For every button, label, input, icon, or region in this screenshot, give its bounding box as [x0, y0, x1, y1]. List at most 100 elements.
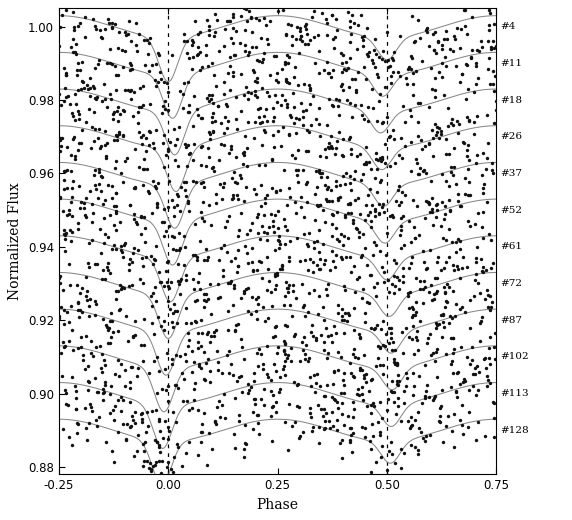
Point [440, 53, 450, 61]
Point [86, 92, 95, 100]
Point [277, 0, 287, 2]
Point [454, 264, 463, 272]
Point [409, 223, 418, 231]
Point [164, 222, 173, 230]
Point [399, 102, 408, 110]
Point [156, 278, 165, 287]
Point [374, 342, 383, 350]
Point [383, 113, 392, 122]
Point [224, 212, 233, 220]
Point [349, 398, 358, 406]
Point [471, 220, 480, 229]
Point [413, 327, 422, 335]
Point [420, 437, 429, 445]
Point [323, 354, 332, 362]
Point [253, 349, 262, 358]
Point [204, 31, 213, 39]
Point [394, 377, 403, 385]
Point [375, 209, 384, 217]
Point [430, 274, 439, 282]
Point [352, 88, 361, 96]
Point [103, 181, 112, 189]
Point [227, 277, 236, 285]
Point [360, 115, 369, 123]
Point [292, 209, 301, 217]
Point [316, 331, 325, 339]
Point [160, 365, 169, 373]
Point [59, 337, 68, 346]
Point [396, 198, 406, 206]
Point [335, 237, 344, 245]
Point [214, 47, 223, 56]
Point [441, 62, 450, 70]
Point [474, 47, 483, 56]
Point [141, 134, 150, 142]
Point [301, 311, 310, 320]
Point [182, 192, 191, 200]
Point [413, 159, 422, 167]
Point [362, 370, 371, 378]
Point [274, 7, 283, 16]
Point [475, 289, 484, 297]
Point [223, 17, 232, 25]
Point [197, 161, 206, 170]
Point [302, 198, 311, 206]
Point [383, 28, 392, 36]
Point [347, 186, 356, 194]
Point [136, 102, 145, 111]
Point [225, 86, 234, 95]
Point [151, 461, 160, 470]
Point [491, 106, 500, 114]
Point [191, 17, 200, 25]
Point [376, 154, 385, 163]
Point [419, 167, 428, 175]
Point [180, 243, 189, 251]
Point [150, 436, 160, 444]
Point [440, 210, 450, 218]
Point [232, 153, 241, 161]
Point [439, 311, 448, 319]
Point [122, 435, 131, 444]
Point [256, 119, 265, 127]
Point [216, 293, 225, 301]
Point [483, 37, 492, 46]
Point [214, 397, 224, 405]
Point [176, 277, 185, 285]
Point [59, 306, 69, 315]
Point [199, 303, 208, 311]
Point [131, 41, 140, 49]
Point [312, 261, 321, 269]
Point [452, 387, 461, 396]
Point [118, 131, 128, 139]
Point [230, 430, 239, 438]
Point [247, 383, 256, 391]
Point [433, 127, 442, 136]
Point [117, 248, 126, 256]
Point [398, 264, 407, 272]
Point [394, 371, 403, 380]
Point [59, 206, 68, 215]
Point [280, 337, 289, 345]
Point [188, 36, 197, 45]
Point [486, 303, 495, 311]
Point [420, 361, 430, 369]
Point [184, 342, 193, 350]
Point [181, 186, 190, 194]
Point [454, 368, 463, 376]
Point [190, 251, 199, 259]
Point [375, 90, 384, 99]
Point [112, 71, 121, 79]
Point [58, 286, 67, 294]
Point [376, 326, 386, 334]
Point [54, 42, 63, 50]
Point [280, 321, 289, 329]
Point [296, 34, 305, 43]
Point [61, 71, 70, 79]
Point [432, 274, 442, 282]
Point [130, 184, 139, 192]
Point [244, 6, 253, 15]
Point [281, 278, 291, 287]
Point [88, 209, 97, 217]
Point [443, 35, 452, 43]
Point [218, 272, 227, 280]
